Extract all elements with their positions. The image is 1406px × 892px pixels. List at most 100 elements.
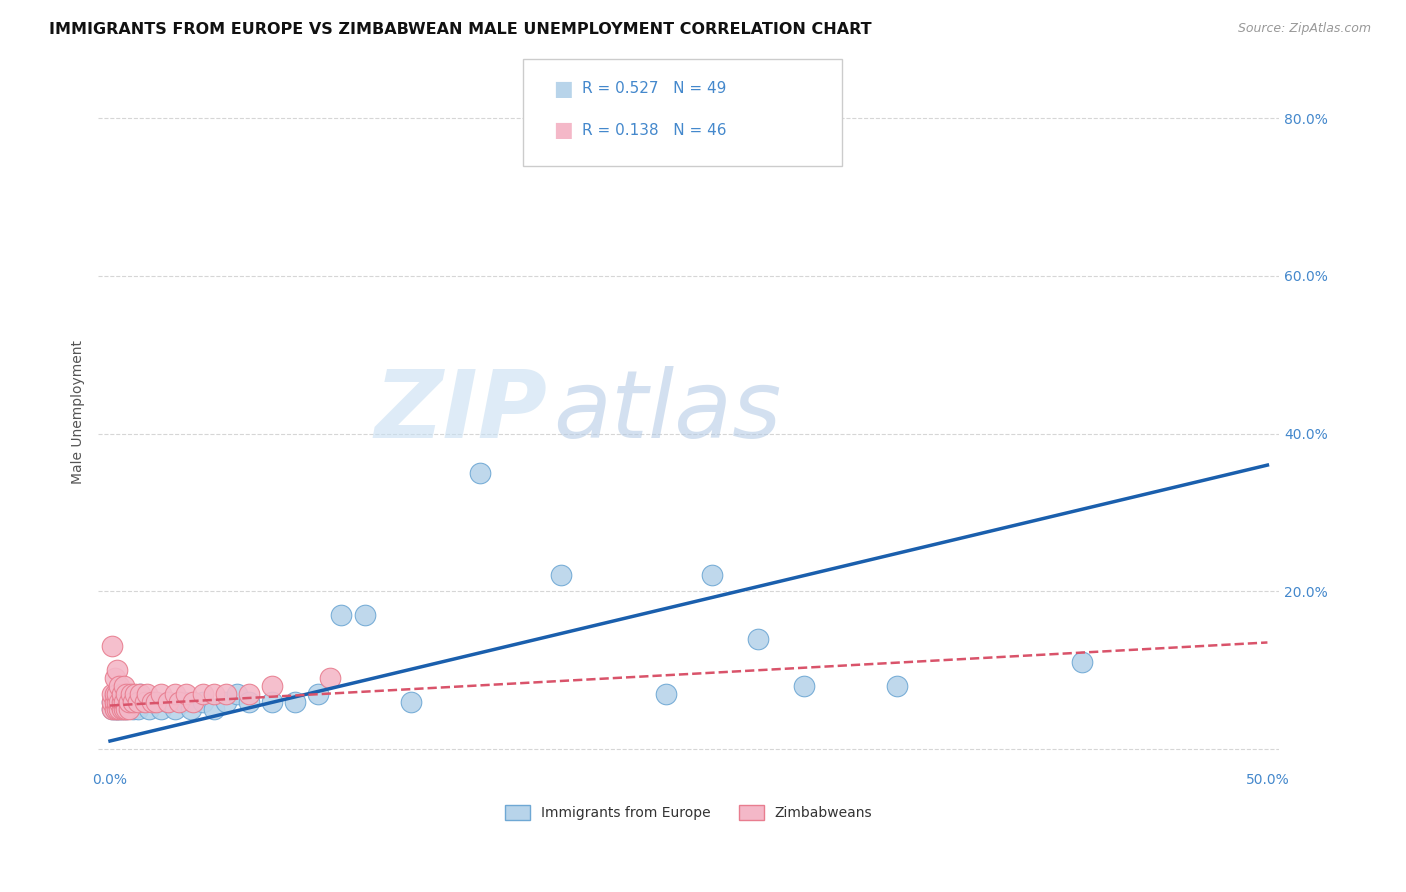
Point (112, 687, 135, 701)
Point (120, 687, 142, 701)
Point (149, 702, 172, 716)
Point (101, 695, 124, 709)
Point (105, 695, 128, 709)
Point (156, 695, 179, 709)
Point (260, 679, 283, 693)
Point (319, 671, 342, 685)
Point (115, 702, 138, 716)
Point (108, 695, 131, 709)
Point (550, 568, 572, 582)
Point (105, 695, 128, 709)
Point (163, 687, 186, 701)
Point (191, 687, 214, 701)
Point (104, 695, 127, 709)
Point (134, 695, 156, 709)
Point (129, 687, 152, 701)
Point (104, 687, 127, 701)
Point (110, 702, 132, 716)
Point (105, 702, 128, 716)
Point (105, 663, 128, 677)
Point (238, 695, 260, 709)
Point (654, 687, 676, 701)
Point (104, 702, 127, 716)
Point (112, 702, 135, 716)
Point (112, 679, 135, 693)
Point (117, 687, 139, 701)
Point (110, 702, 132, 716)
Point (180, 702, 202, 716)
Point (176, 687, 198, 701)
Y-axis label: Male Unemployment: Male Unemployment (72, 340, 86, 483)
Point (156, 695, 179, 709)
Point (138, 702, 160, 716)
Point (101, 687, 124, 701)
Point (470, 466, 492, 480)
Text: ZIP: ZIP (374, 366, 547, 458)
Text: ■: ■ (553, 78, 572, 99)
Point (112, 695, 135, 709)
Point (104, 671, 127, 685)
Point (399, 695, 422, 709)
Point (353, 607, 375, 622)
Point (101, 640, 124, 654)
Point (141, 695, 163, 709)
Point (330, 607, 353, 622)
Point (134, 695, 156, 709)
Point (110, 687, 132, 701)
Point (202, 702, 225, 716)
Point (122, 702, 145, 716)
Legend: Immigrants from Europe, Zimbabweans: Immigrants from Europe, Zimbabweans (499, 799, 877, 826)
Point (117, 702, 139, 716)
Point (105, 687, 128, 701)
Point (793, 679, 815, 693)
Point (117, 695, 139, 709)
Point (238, 687, 260, 701)
Point (101, 702, 124, 716)
Point (101, 695, 124, 709)
Point (226, 687, 249, 701)
Point (202, 687, 225, 701)
Point (215, 695, 238, 709)
Point (747, 632, 769, 646)
Point (108, 695, 131, 709)
Text: IMMIGRANTS FROM EUROPE VS ZIMBABWEAN MALE UNEMPLOYMENT CORRELATION CHART: IMMIGRANTS FROM EUROPE VS ZIMBABWEAN MAL… (49, 22, 872, 37)
Text: Source: ZipAtlas.com: Source: ZipAtlas.com (1237, 22, 1371, 36)
Point (183, 695, 205, 709)
Point (101, 702, 124, 716)
Point (260, 695, 283, 709)
Point (110, 695, 132, 709)
Point (1071, 655, 1094, 669)
FancyBboxPatch shape (523, 59, 842, 166)
Point (163, 702, 186, 716)
Point (115, 695, 138, 709)
Text: ■: ■ (553, 120, 572, 140)
Point (104, 702, 127, 716)
Point (700, 568, 723, 582)
Point (122, 695, 145, 709)
Point (127, 702, 149, 716)
Point (284, 695, 307, 709)
Point (129, 687, 152, 701)
Point (105, 702, 128, 716)
Point (127, 695, 149, 709)
Point (124, 687, 146, 701)
Point (191, 695, 214, 709)
Point (110, 695, 132, 709)
Point (145, 695, 167, 709)
Point (108, 702, 131, 716)
Point (145, 695, 167, 709)
Point (120, 695, 142, 709)
Point (104, 695, 127, 709)
Point (173, 695, 195, 709)
Point (108, 702, 131, 716)
Point (104, 687, 127, 701)
Point (105, 687, 128, 701)
Point (112, 695, 135, 709)
Point (136, 687, 159, 701)
Point (215, 687, 238, 701)
Point (169, 695, 191, 709)
Point (115, 687, 138, 701)
Text: R = 0.138   N = 46: R = 0.138 N = 46 (582, 122, 727, 137)
Point (307, 687, 329, 701)
Text: atlas: atlas (553, 367, 782, 458)
